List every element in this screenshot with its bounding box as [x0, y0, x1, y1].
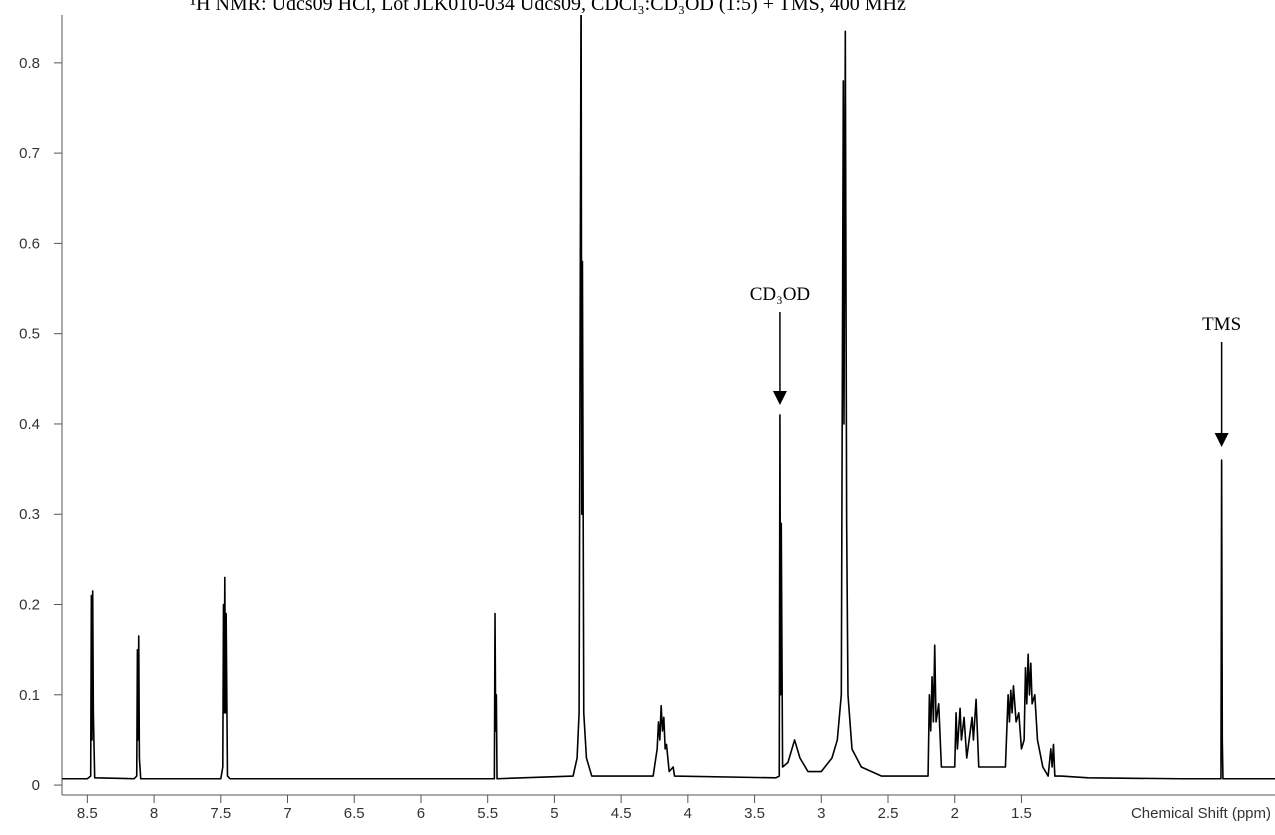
x-tick-label: 7.5: [210, 805, 231, 822]
annotation-label: TMS: [1202, 314, 1241, 335]
x-tick-label: 6.5: [344, 805, 365, 822]
y-tick-label: 0.3: [19, 506, 40, 523]
x-tick-label: 4.5: [611, 805, 632, 822]
spectrum-line: [62, 15, 1275, 780]
y-tick-label: 0: [32, 777, 40, 794]
y-tick-label: 0.1: [19, 687, 40, 704]
x-tick-label: 2.5: [878, 805, 899, 822]
x-axis-label: Chemical Shift (ppm): [1131, 805, 1271, 822]
x-tick-label: 7: [283, 805, 291, 822]
y-tick-label: 0.6: [19, 235, 40, 252]
x-tick-label: 3: [817, 805, 825, 822]
arrow-head: [772, 391, 787, 405]
x-label-bg: [1120, 801, 1275, 827]
x-tick-label: 5: [550, 805, 558, 822]
x-tick-label: 1.5: [1011, 805, 1032, 822]
x-tick-label: 8: [150, 805, 158, 822]
y-tick-label: 0.8: [19, 55, 40, 72]
x-tick-label: 3.5: [744, 805, 765, 822]
x-tick-label: 4: [684, 805, 692, 822]
plot-area: [62, 15, 1275, 780]
x-tick-label: 8.5: [77, 805, 98, 822]
y-tick-label: 0.7: [19, 145, 40, 162]
x-tick-label: 5.5: [477, 805, 498, 822]
annotation-label: CD₃OD: [750, 284, 810, 305]
chart-title: ¹H NMR: Udcs09 HCl, Lot JLK010-034 Udcs0…: [190, 0, 906, 15]
y-tick-label: 0.2: [19, 597, 40, 614]
arrow-head: [1214, 433, 1229, 447]
y-tick-label: 0.5: [19, 326, 40, 343]
x-tick-label: 2: [951, 805, 959, 822]
x-tick-label: 6: [417, 805, 425, 822]
y-tick-label: 0.4: [19, 416, 40, 433]
